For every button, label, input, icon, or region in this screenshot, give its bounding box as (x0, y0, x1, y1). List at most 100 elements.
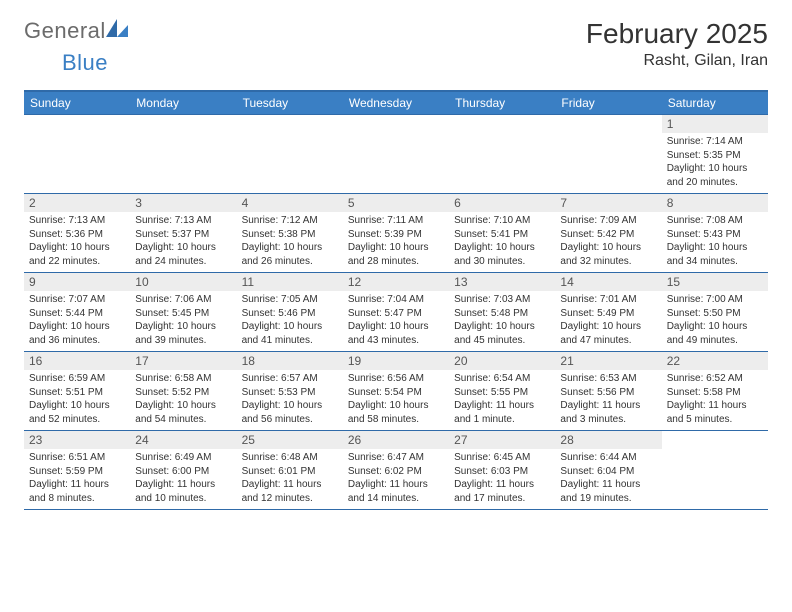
calendar-day: 8Sunrise: 7:08 AMSunset: 5:43 PMDaylight… (662, 194, 768, 272)
calendar-day: 24Sunrise: 6:49 AMSunset: 6:00 PMDayligh… (130, 431, 236, 509)
calendar-day: 9Sunrise: 7:07 AMSunset: 5:44 PMDaylight… (24, 273, 130, 351)
sunset-text: Sunset: 5:37 PM (135, 228, 231, 242)
sunrise-text: Sunrise: 6:54 AM (454, 372, 550, 386)
calendar-day: 15Sunrise: 7:00 AMSunset: 5:50 PMDayligh… (662, 273, 768, 351)
daylight-text: Daylight: 10 hours and 36 minutes. (29, 320, 125, 347)
day-number: 13 (449, 273, 555, 291)
day-number: 11 (237, 273, 343, 291)
sunset-text: Sunset: 6:00 PM (135, 465, 231, 479)
calendar-day: 4Sunrise: 7:12 AMSunset: 5:38 PMDaylight… (237, 194, 343, 272)
sunset-text: Sunset: 5:58 PM (667, 386, 763, 400)
daylight-text: Daylight: 10 hours and 49 minutes. (667, 320, 763, 347)
sunset-text: Sunset: 6:02 PM (348, 465, 444, 479)
calendar: SundayMondayTuesdayWednesdayThursdayFrid… (24, 90, 768, 510)
day-details: Sunrise: 6:47 AMSunset: 6:02 PMDaylight:… (343, 449, 449, 509)
daylight-text: Daylight: 11 hours and 8 minutes. (29, 478, 125, 505)
daylight-text: Daylight: 10 hours and 20 minutes. (667, 162, 763, 189)
calendar-day: 21Sunrise: 6:53 AMSunset: 5:56 PMDayligh… (555, 352, 661, 430)
weeks-container: 1Sunrise: 7:14 AMSunset: 5:35 PMDaylight… (24, 114, 768, 509)
sunrise-text: Sunrise: 7:05 AM (242, 293, 338, 307)
weekday-header: Saturday (662, 92, 768, 114)
sunrise-text: Sunrise: 7:12 AM (242, 214, 338, 228)
day-number: 1 (662, 115, 768, 133)
sunset-text: Sunset: 5:43 PM (667, 228, 763, 242)
daylight-text: Daylight: 10 hours and 22 minutes. (29, 241, 125, 268)
sunset-text: Sunset: 5:46 PM (242, 307, 338, 321)
weekday-header: Tuesday (237, 92, 343, 114)
sunset-text: Sunset: 5:54 PM (348, 386, 444, 400)
calendar-day: 17Sunrise: 6:58 AMSunset: 5:52 PMDayligh… (130, 352, 236, 430)
sunset-text: Sunset: 5:52 PM (135, 386, 231, 400)
weekday-header: Wednesday (343, 92, 449, 114)
calendar-week: 1Sunrise: 7:14 AMSunset: 5:35 PMDaylight… (24, 114, 768, 193)
sunrise-text: Sunrise: 7:01 AM (560, 293, 656, 307)
sunrise-text: Sunrise: 6:59 AM (29, 372, 125, 386)
calendar-day (237, 115, 343, 193)
day-details: Sunrise: 7:04 AMSunset: 5:47 PMDaylight:… (343, 291, 449, 351)
calendar-day: 2Sunrise: 7:13 AMSunset: 5:36 PMDaylight… (24, 194, 130, 272)
weekday-row: SundayMondayTuesdayWednesdayThursdayFrid… (24, 92, 768, 114)
day-details: Sunrise: 6:45 AMSunset: 6:03 PMDaylight:… (449, 449, 555, 509)
calendar-day: 18Sunrise: 6:57 AMSunset: 5:53 PMDayligh… (237, 352, 343, 430)
daylight-text: Daylight: 11 hours and 12 minutes. (242, 478, 338, 505)
weekday-header: Friday (555, 92, 661, 114)
sunrise-text: Sunrise: 6:56 AM (348, 372, 444, 386)
calendar-day: 3 Sunrise: 7:13 AMSunset: 5:37 PMDaylight… (130, 194, 236, 272)
sunset-text: Sunset: 5:41 PM (454, 228, 550, 242)
day-details: Sunrise: 7:03 AMSunset: 5:48 PMDaylight:… (449, 291, 555, 351)
day-details: Sunrise: 7:07 AMSunset: 5:44 PMDaylight:… (24, 291, 130, 351)
day-number: 21 (555, 352, 661, 370)
day-details: Sunrise: 6:51 AMSunset: 5:59 PMDaylight:… (24, 449, 130, 509)
day-details: Sunrise: 7:05 AMSunset: 5:46 PMDaylight:… (237, 291, 343, 351)
daylight-text: Daylight: 10 hours and 32 minutes. (560, 241, 656, 268)
daylight-text: Daylight: 10 hours and 54 minutes. (135, 399, 231, 426)
daylight-text: Daylight: 10 hours and 41 minutes. (242, 320, 338, 347)
day-number: 17 (130, 352, 236, 370)
daylight-text: Daylight: 10 hours and 43 minutes. (348, 320, 444, 347)
day-number: 14 (555, 273, 661, 291)
daylight-text: Daylight: 10 hours and 34 minutes. (667, 241, 763, 268)
day-details: Sunrise: 6:48 AMSunset: 6:01 PMDaylight:… (237, 449, 343, 509)
sunset-text: Sunset: 5:44 PM (29, 307, 125, 321)
day-number: 3 (130, 194, 236, 212)
calendar-week: 23Sunrise: 6:51 AMSunset: 5:59 PMDayligh… (24, 430, 768, 509)
calendar-day (662, 431, 768, 509)
sunrise-text: Sunrise: 6:53 AM (560, 372, 656, 386)
day-number: 24 (130, 431, 236, 449)
day-number: 20 (449, 352, 555, 370)
day-details: Sunrise: 6:58 AMSunset: 5:52 PMDaylight:… (130, 370, 236, 430)
sunrise-text: Sunrise: 7:06 AM (135, 293, 231, 307)
sunrise-text: Sunrise: 6:47 AM (348, 451, 444, 465)
day-number: 16 (24, 352, 130, 370)
calendar-day: 20Sunrise: 6:54 AMSunset: 5:55 PMDayligh… (449, 352, 555, 430)
daylight-text: Daylight: 11 hours and 17 minutes. (454, 478, 550, 505)
sunrise-text: Sunrise: 7:13 AM (135, 214, 231, 228)
logo-text-general: General (24, 18, 106, 44)
calendar-day (449, 115, 555, 193)
day-details: Sunrise: 6:56 AMSunset: 5:54 PMDaylight:… (343, 370, 449, 430)
daylight-text: Daylight: 11 hours and 5 minutes. (667, 399, 763, 426)
weekday-header: Monday (130, 92, 236, 114)
sunrise-text: Sunrise: 7:11 AM (348, 214, 444, 228)
calendar-page: General February 2025 Rasht, Gilan, Iran… (0, 0, 792, 528)
day-details: Sunrise: 7:09 AMSunset: 5:42 PMDaylight:… (555, 212, 661, 272)
sunset-text: Sunset: 6:04 PM (560, 465, 656, 479)
sunrise-text: Sunrise: 6:45 AM (454, 451, 550, 465)
day-number: 4 (237, 194, 343, 212)
day-details: Sunrise: 7:12 AMSunset: 5:38 PMDaylight:… (237, 212, 343, 272)
sunrise-text: Sunrise: 6:58 AM (135, 372, 231, 386)
day-number: 10 (130, 273, 236, 291)
calendar-day: 22Sunrise: 6:52 AMSunset: 5:58 PMDayligh… (662, 352, 768, 430)
sunset-text: Sunset: 5:42 PM (560, 228, 656, 242)
daylight-text: Daylight: 10 hours and 24 minutes. (135, 241, 231, 268)
day-number: 18 (237, 352, 343, 370)
daylight-text: Daylight: 10 hours and 56 minutes. (242, 399, 338, 426)
day-details: Sunrise: 6:49 AMSunset: 6:00 PMDaylight:… (130, 449, 236, 509)
daylight-text: Daylight: 10 hours and 39 minutes. (135, 320, 231, 347)
calendar-day: 27Sunrise: 6:45 AMSunset: 6:03 PMDayligh… (449, 431, 555, 509)
calendar-day: 11Sunrise: 7:05 AMSunset: 5:46 PMDayligh… (237, 273, 343, 351)
calendar-week: 16Sunrise: 6:59 AMSunset: 5:51 PMDayligh… (24, 351, 768, 430)
sunrise-text: Sunrise: 7:14 AM (667, 135, 763, 149)
calendar-day: 28Sunrise: 6:44 AMSunset: 6:04 PMDayligh… (555, 431, 661, 509)
sunset-text: Sunset: 5:59 PM (29, 465, 125, 479)
